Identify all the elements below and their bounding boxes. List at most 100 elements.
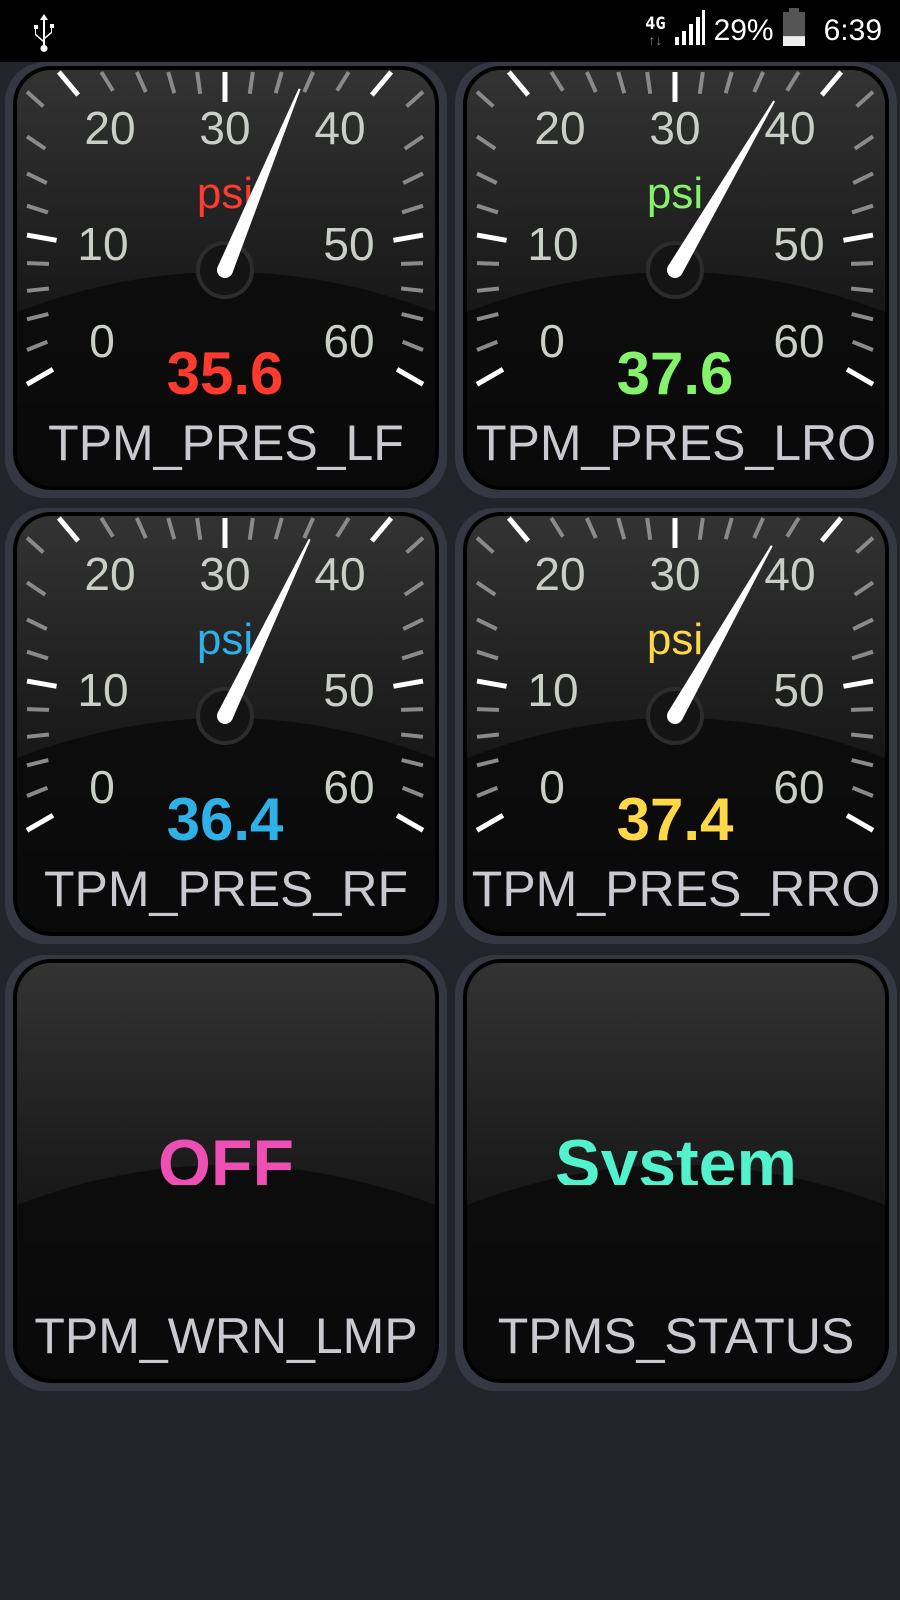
status-tile-tpms_status[interactable]: System TPMS_STATUS [455,955,897,1391]
scale-label: 30 [199,102,250,154]
major-tick [819,70,844,97]
network-4g-icon: 4G ↑↓ [645,13,666,47]
gauge-needle [217,538,311,720]
minor-tick [26,707,50,712]
minor-tick [476,707,500,712]
minor-tick [645,517,653,541]
minor-tick [785,516,801,538]
network-type: 4G [645,13,666,34]
minor-tick [476,312,499,322]
minor-tick [616,71,627,94]
major-tick [393,232,424,243]
minor-tick [26,261,50,266]
minor-tick [26,171,48,185]
minor-tick [585,517,598,539]
major-tick [843,232,874,243]
scale-label: 0 [539,761,565,813]
scale-label: 20 [534,548,585,600]
minor-tick [851,312,874,322]
minor-tick [853,580,875,597]
minor-tick [850,707,874,712]
minor-tick [852,171,874,185]
minor-tick [476,649,499,661]
battery-icon [782,8,806,54]
gauge-needle [668,545,773,720]
gauge-name: TPM_PRES_LF [48,415,404,471]
major-tick [56,70,81,97]
gauge-tile-tpm_pres_lf[interactable]: 0 10 20 30 40 50 60 psi 35.6 TPM_PRES_LF [5,62,447,498]
gauge-tile-tpm_pres_lro[interactable]: 0 10 20 30 40 50 60 psi 37.6 TPM_PRES_LRO [455,62,897,498]
scale-label: 40 [764,548,815,600]
scale-label: 60 [323,761,374,813]
minor-tick [335,516,351,538]
minor-tick [166,71,177,94]
unit-label: psi [647,615,703,664]
minor-tick [645,71,653,95]
major-tick [369,516,394,543]
minor-tick [585,71,598,93]
gauge-name: TPM_PRES_RF [44,861,408,917]
major-tick [393,678,424,689]
minor-tick [403,580,425,597]
minor-tick [697,517,705,541]
scale-label: 0 [539,315,565,367]
face-shadow [17,1165,435,1379]
minor-tick [25,580,47,597]
unit-label: psi [197,615,253,664]
pressure-gauge: 0 10 20 30 40 50 60 psi 36.4 [13,512,439,936]
gauge-tile-tpm_pres_rro[interactable]: 0 10 20 30 40 50 60 psi 37.4 TPM_PRES_RRO [455,508,897,944]
minor-tick [401,785,424,798]
minor-tick [273,71,284,94]
minor-tick [476,785,499,798]
minor-tick [335,70,351,92]
status-tile-tpm_wrn_lmp[interactable]: OFF TPM_WRN_LMP [5,955,447,1391]
minor-tick [25,90,45,108]
minor-tick [851,758,874,768]
status-name: TPMS_STATUS [497,1308,855,1364]
minor-tick [26,617,48,631]
major-tick [369,70,394,97]
minor-tick [850,732,874,739]
scale-label: 10 [77,218,128,270]
major-tick [475,813,505,833]
major-tick [56,516,81,543]
major-tick [476,232,507,243]
minor-tick [785,70,801,92]
scale-label: 20 [84,102,135,154]
scale-label: 40 [314,548,365,600]
face-shadow [467,272,885,486]
minor-tick [853,134,875,151]
minor-tick [476,617,498,631]
minor-tick [400,286,424,293]
major-tick [845,813,875,833]
minor-tick [403,134,425,151]
gauge-name: TPM_PRES_RRO [471,861,881,917]
pressure-gauge: 0 10 20 30 40 50 60 psi 37.6 [463,66,889,490]
minor-tick [475,580,497,597]
face-shadow [17,272,435,486]
minor-tick [400,707,424,712]
major-tick [506,70,531,97]
minor-tick [851,339,874,352]
minor-tick [401,339,424,352]
major-tick [506,516,531,543]
needle-cap [217,262,233,278]
status-name: TPM_WRN_LMP [34,1308,418,1364]
scale-label: 50 [773,664,824,716]
minor-tick [401,649,424,661]
status-bar: 4G ↑↓ 29% 6:39 [0,0,900,62]
major-tick [476,678,507,689]
minor-tick [697,71,705,95]
minor-tick [401,203,424,215]
scale-label: 60 [773,761,824,813]
minor-tick [405,536,425,554]
gauge-tile-tpm_pres_rf[interactable]: 0 10 20 30 40 50 60 psi 36.4 TPM_PRES_RF [5,508,447,944]
minor-tick [476,203,499,215]
minor-tick [26,203,49,215]
minor-tick [26,785,49,798]
minor-tick [476,286,500,293]
minor-tick [26,649,49,661]
minor-tick [851,649,874,661]
major-tick [395,813,425,833]
